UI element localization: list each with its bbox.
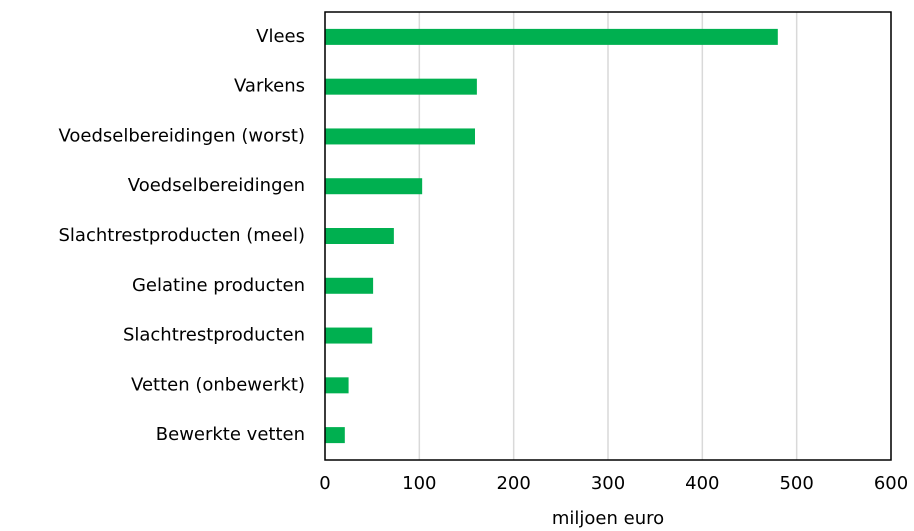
bar [325,78,477,95]
bar [325,28,778,45]
bar [325,277,374,294]
y-tick-label: Voedselbereidingen (worst) [58,125,305,146]
y-tick-label: Vetten (onbewerkt) [131,374,305,395]
x-tick-label: 200 [496,473,530,494]
y-tick-label: Slachtrestproducten (meel) [59,225,306,246]
y-tick-label: Gelatine producten [132,275,305,296]
y-tick-label: Voedselbereidingen [128,175,305,196]
bar [325,377,349,394]
x-tick-label: 600 [874,473,908,494]
x-tick-label: 400 [685,473,719,494]
x-tick-label: 500 [779,473,813,494]
y-tick-label: Varkens [234,76,305,97]
x-tick-label: 100 [402,473,436,494]
y-tick-label: Bewerkte vetten [156,424,305,445]
bar [325,178,423,195]
bar [325,128,475,145]
y-tick-label: Vlees [256,26,305,47]
y-tick-label: Slachtrestproducten [123,325,305,346]
x-tick-label: 300 [591,473,625,494]
bar [325,427,345,444]
x-tick-label: 0 [319,473,330,494]
plot-frame [324,11,892,461]
bar [325,228,394,244]
bar [325,327,373,344]
x-axis-label: miljoen euro [552,508,664,529]
